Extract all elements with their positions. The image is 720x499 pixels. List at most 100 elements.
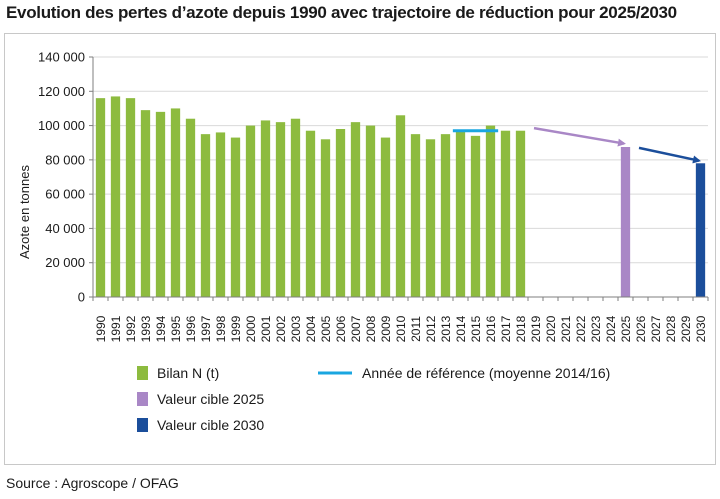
x-tick-label: 1996 bbox=[184, 315, 198, 342]
x-tick-label: 2000 bbox=[244, 315, 258, 342]
y-tick-label: 0 bbox=[78, 290, 85, 305]
bar-bilan-n-t--1991 bbox=[110, 96, 121, 297]
y-tick-label: 80 000 bbox=[45, 152, 85, 167]
legend-label: Bilan N (t) bbox=[157, 365, 219, 381]
x-tick-label: 2004 bbox=[304, 315, 318, 342]
x-tick-label: 2005 bbox=[319, 315, 333, 342]
x-tick-label: 2027 bbox=[649, 315, 663, 342]
bars bbox=[95, 96, 706, 298]
x-tick-label: 1995 bbox=[169, 315, 183, 342]
legend-swatch bbox=[137, 392, 148, 406]
legend-item-2: Année de référence (moyenne 2014/16) bbox=[318, 365, 610, 381]
x-tick-label: 1990 bbox=[94, 315, 108, 342]
x-tick-label: 1998 bbox=[214, 315, 228, 342]
bar-bilan-n-t--2009 bbox=[380, 137, 391, 297]
legend-label: Année de référence (moyenne 2014/16) bbox=[362, 365, 610, 381]
bar-bilan-n-t--1994 bbox=[155, 111, 166, 297]
legend-item-3: Valeur cible 2025 bbox=[137, 391, 264, 407]
bar-bilan-n-t--1993 bbox=[140, 110, 151, 298]
legend-swatch bbox=[137, 366, 148, 380]
y-axis-label: Azote en tonnes bbox=[17, 165, 32, 259]
legend-item-1: Bilan N (t) bbox=[137, 365, 219, 381]
x-tick-label: 2006 bbox=[334, 315, 348, 342]
overlays bbox=[452, 126, 701, 164]
x-tick-labels: 1990 1991 1992 1993 1994 1995 1996 1997 1998 1999… bbox=[94, 315, 708, 342]
bar-bilan-n-t--2017 bbox=[500, 130, 511, 297]
bar-bilan-n-t--2003 bbox=[290, 118, 301, 297]
chart-canvas: 0 20 000 40 000 60 000 80 000 100 000 120 000 1… bbox=[17, 50, 709, 433]
x-tick-label: 2002 bbox=[274, 315, 288, 342]
x-tick-label: 2010 bbox=[394, 315, 408, 342]
bar-bilan-n-t--2012 bbox=[425, 139, 436, 297]
chart-title: Evolution des pertes d’azote depuis 1990… bbox=[6, 3, 677, 22]
x-tick-label: 2019 bbox=[529, 315, 543, 342]
x-tick-label: 2016 bbox=[484, 315, 498, 342]
bar-bilan-n-t--2014 bbox=[455, 130, 466, 297]
trajectory-arrow-2025 bbox=[533, 126, 626, 147]
bar-bilan-n-t--1997 bbox=[200, 134, 211, 297]
bar-bilan-n-t--1992 bbox=[125, 98, 136, 298]
legend-label: Valeur cible 2030 bbox=[157, 417, 264, 433]
x-tick-label: 1993 bbox=[139, 315, 153, 342]
legend: Bilan N (t) Année de référence (moyenne 2… bbox=[137, 365, 610, 433]
x-tick-label: 2017 bbox=[499, 315, 513, 342]
x-tick-label: 2023 bbox=[589, 315, 603, 342]
chart-panel: 0 20 000 40 000 60 000 80 000 100 000 120 000 1… bbox=[4, 33, 716, 465]
x-tick-label: 1994 bbox=[154, 315, 168, 342]
x-tick-label: 2021 bbox=[559, 315, 573, 342]
bar-bilan-n-t--2010 bbox=[395, 115, 406, 298]
x-tick-label: 2028 bbox=[664, 315, 678, 342]
y-tick-label: 140 000 bbox=[38, 50, 85, 65]
x-tick-label: 2014 bbox=[454, 315, 468, 342]
bar-bilan-n-t--1995 bbox=[170, 108, 181, 297]
x-tick-label: 2030 bbox=[694, 315, 708, 342]
bar-bilan-n-t--2013 bbox=[440, 134, 451, 297]
x-tick-label: 2029 bbox=[679, 315, 693, 342]
x-tick-label: 2008 bbox=[364, 315, 378, 342]
bar-bilan-n-t--2006 bbox=[335, 129, 346, 297]
bar-bilan-n-t--2000 bbox=[245, 125, 256, 297]
legend-swatch bbox=[137, 418, 148, 432]
legend-item-4: Valeur cible 2030 bbox=[137, 417, 264, 433]
trajectory-arrow-2030 bbox=[638, 146, 701, 164]
x-tick-label: 2018 bbox=[514, 315, 528, 342]
x-tick-label: 2011 bbox=[409, 316, 423, 342]
bar-bilan-n-t--1996 bbox=[185, 118, 196, 297]
x-tick-label: 2009 bbox=[379, 315, 393, 342]
x-tick-label: 2025 bbox=[619, 315, 633, 342]
bar-bilan-n-t--2005 bbox=[320, 139, 331, 297]
y-tick-label: 20 000 bbox=[45, 255, 85, 270]
bar-bilan-n-t--1990 bbox=[95, 98, 106, 298]
bar-bilan-n-t--2008 bbox=[365, 125, 376, 297]
bar-valeur-cible-2025-2025 bbox=[620, 147, 631, 297]
x-tick-label: 1992 bbox=[124, 315, 138, 342]
bar-bilan-n-t--2007 bbox=[350, 122, 361, 298]
x-tick-label: 2024 bbox=[604, 315, 618, 342]
x-tick-label: 2020 bbox=[544, 315, 558, 342]
y-tick-label: 40 000 bbox=[45, 221, 85, 236]
y-tick-label: 120 000 bbox=[38, 84, 85, 99]
axes bbox=[89, 56, 709, 301]
x-tick-label: 2026 bbox=[634, 315, 648, 342]
x-tick-label: 2001 bbox=[259, 315, 273, 342]
bar-bilan-n-t--2004 bbox=[305, 130, 316, 297]
x-tick-label: 2007 bbox=[349, 315, 363, 342]
x-tick-label: 2012 bbox=[424, 315, 438, 342]
bar-bilan-n-t--2018 bbox=[515, 130, 526, 297]
x-tick-label: 2003 bbox=[289, 315, 303, 342]
y-tick-label: 60 000 bbox=[45, 187, 85, 202]
x-tick-label: 1999 bbox=[229, 315, 243, 342]
bar-bilan-n-t--2011 bbox=[410, 134, 421, 297]
bar-bilan-n-t--2001 bbox=[260, 120, 271, 297]
bar-bilan-n-t--2016 bbox=[485, 125, 496, 297]
legend-label: Valeur cible 2025 bbox=[157, 391, 264, 407]
x-tick-label: 2015 bbox=[469, 315, 483, 342]
bar-bilan-n-t--2002 bbox=[275, 122, 286, 298]
x-tick-label: 1997 bbox=[199, 315, 213, 342]
x-tick-label: 2022 bbox=[574, 315, 588, 342]
x-tick-label: 2013 bbox=[439, 315, 453, 342]
bar-bilan-n-t--2015 bbox=[470, 135, 481, 297]
bar-bilan-n-t--1998 bbox=[215, 132, 226, 297]
bar-valeur-cible-2030-2030 bbox=[695, 163, 706, 297]
x-tick-label: 1991 bbox=[109, 315, 123, 342]
